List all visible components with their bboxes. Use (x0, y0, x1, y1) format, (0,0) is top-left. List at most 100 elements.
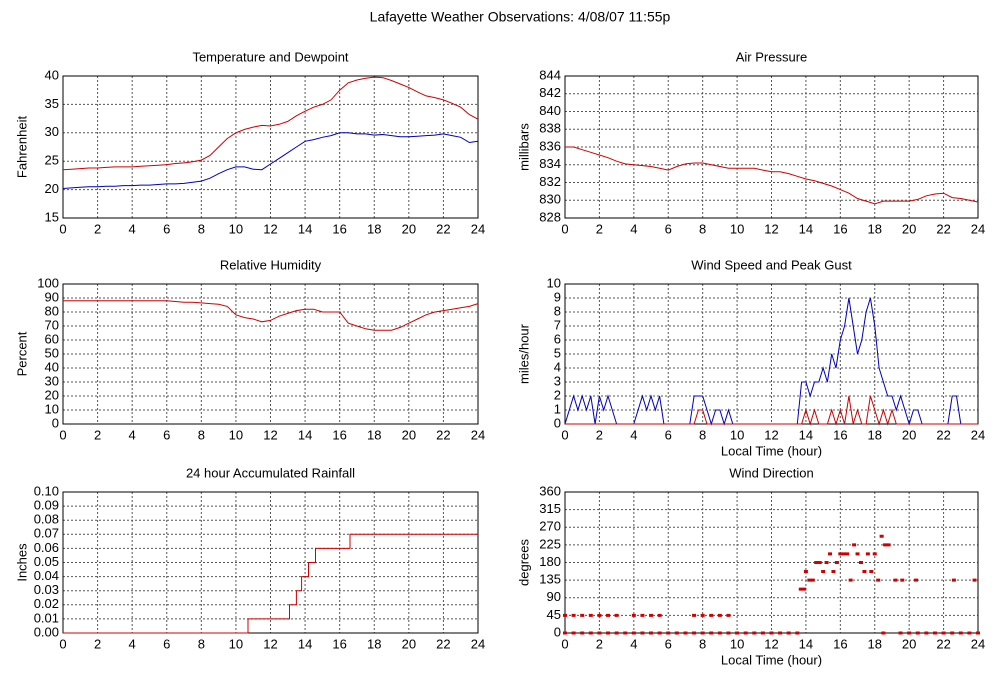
x-tick-label: 14 (298, 221, 312, 236)
x-tick-label: 4 (129, 427, 136, 442)
x-tick-label: 18 (868, 636, 882, 651)
x-tick-label: 0 (59, 636, 66, 651)
point (834, 561, 839, 564)
point (898, 631, 903, 635)
x-tick-label: 18 (367, 221, 381, 236)
y-tick-label: 844 (539, 67, 561, 82)
point (855, 552, 860, 556)
point (692, 631, 697, 635)
point (726, 613, 731, 617)
point (941, 631, 946, 635)
point (831, 570, 836, 574)
y-tick-label: 50 (45, 345, 59, 360)
x-tick-label: 16 (833, 427, 847, 442)
y-tick-label: 180 (539, 554, 561, 569)
x-tick-label: 8 (699, 636, 706, 651)
x-tick-label: 16 (833, 221, 847, 236)
x-tick-label: 10 (730, 427, 744, 442)
y-tick-label: 1 (554, 401, 561, 416)
point (900, 578, 905, 582)
point (657, 631, 662, 635)
line-series (565, 146, 979, 205)
x-tick-label: 6 (163, 636, 170, 651)
y-tick-label: 842 (539, 85, 561, 100)
y-tick-label: 5 (554, 345, 561, 360)
point (821, 570, 826, 574)
point (580, 631, 585, 635)
y-tick-label: 60 (45, 331, 59, 346)
plot-frame (62, 283, 479, 425)
x-tick-label: 6 (665, 427, 672, 442)
line-series (62, 76, 479, 171)
x-tick-label: 24 (971, 221, 985, 236)
point (717, 613, 722, 617)
y-tick-label: 90 (45, 289, 59, 304)
x-tick-label: 20 (402, 221, 416, 236)
point (769, 631, 774, 635)
y-tick-label: 10 (547, 275, 561, 290)
y-tick-label: 830 (539, 192, 561, 207)
x-tick-label: 2 (596, 427, 603, 442)
point (862, 570, 867, 574)
point (879, 534, 884, 538)
x-tick-label: 14 (799, 636, 813, 651)
x-tick-label: 0 (59, 221, 66, 236)
x-tick-label: 22 (436, 221, 450, 236)
x-tick-label: 14 (298, 427, 312, 442)
point (717, 631, 722, 635)
point (914, 578, 919, 582)
y-axis-label: Inches (14, 543, 29, 582)
x-tick-label: 22 (436, 427, 450, 442)
y-tick-label: 25 (45, 153, 59, 168)
y-tick-label: 135 (539, 572, 561, 587)
point (907, 631, 912, 635)
point (845, 552, 850, 556)
x-tick-label: 10 (730, 636, 744, 651)
point (563, 613, 567, 617)
y-tick-label: 90 (547, 589, 561, 604)
y-tick-label: 0.06 (34, 540, 59, 555)
y-tick-label: 225 (539, 536, 561, 551)
point (795, 631, 800, 635)
x-tick-label: 20 (402, 636, 416, 651)
x-tick-label: 12 (764, 427, 778, 442)
point (588, 613, 593, 617)
y-tick-label: 100 (37, 275, 59, 290)
x-tick-label: 22 (936, 427, 950, 442)
point (726, 631, 731, 635)
point (817, 561, 822, 564)
plot-frame (62, 75, 479, 219)
point (786, 631, 791, 635)
point (798, 587, 803, 591)
point (824, 561, 829, 564)
point (760, 631, 765, 635)
x-axis-label: Local Time (hour) (721, 652, 822, 667)
point (814, 561, 819, 564)
chart-title: Temperature and Dewpoint (192, 49, 348, 64)
y-tick-label: 6 (554, 331, 561, 346)
x-tick-label: 2 (596, 221, 603, 236)
point (709, 613, 714, 617)
point (640, 631, 645, 635)
point (640, 613, 645, 617)
line-series (63, 533, 478, 634)
point (807, 578, 812, 582)
x-tick-label: 12 (263, 427, 277, 442)
y-tick-label: 0.08 (34, 512, 59, 527)
x-tick-label: 0 (561, 427, 568, 442)
y-tick-label: 2 (554, 387, 561, 402)
point (649, 631, 654, 635)
y-tick-label: 7 (554, 317, 561, 332)
y-tick-label: 15 (45, 209, 59, 224)
point (752, 631, 757, 635)
point (657, 613, 662, 617)
x-tick-label: 16 (833, 636, 847, 651)
y-tick-label: 0 (554, 624, 561, 639)
y-tick-label: 0.01 (34, 610, 59, 625)
y-tick-label: 0.07 (34, 526, 59, 541)
y-tick-label: 0.00 (34, 624, 59, 639)
x-tick-label: 8 (198, 221, 205, 236)
line-series (62, 132, 479, 189)
x-tick-label: 20 (402, 427, 416, 442)
x-tick-label: 12 (764, 636, 778, 651)
